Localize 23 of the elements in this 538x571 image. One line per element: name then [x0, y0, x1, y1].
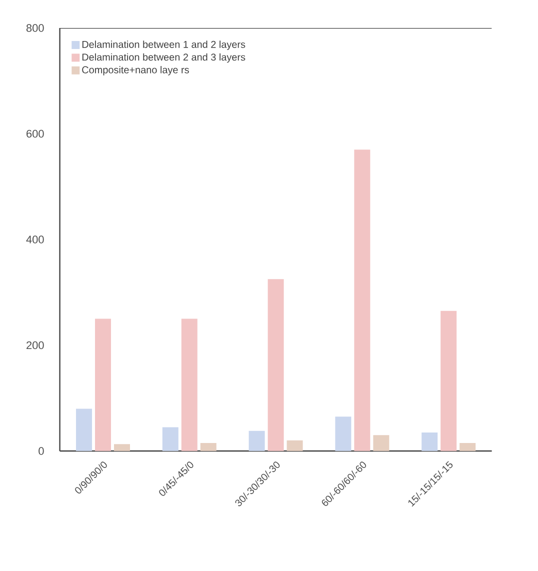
y-tick-label: 400 — [26, 236, 44, 244]
bar — [200, 443, 216, 451]
y-tick-label: 200 — [26, 341, 44, 350]
bar — [422, 432, 438, 451]
bar — [286, 440, 303, 451]
legend-label: Composite+nano laye rs — [82, 66, 189, 76]
bar — [248, 430, 265, 451]
y-tick-label: 800 — [26, 24, 44, 32]
y-tick-label: 0 — [38, 447, 44, 455]
bar — [460, 443, 476, 451]
bar — [95, 318, 111, 451]
bar — [268, 279, 284, 451]
bar — [114, 444, 130, 451]
y-tick-label: 600 — [26, 130, 44, 138]
bar — [440, 310, 457, 451]
bar — [335, 416, 352, 451]
bar — [181, 318, 198, 451]
bar — [354, 150, 370, 451]
bar — [373, 435, 390, 451]
bar — [76, 408, 92, 451]
legend-label: Delamination between 2 and 3 layers — [82, 53, 246, 63]
legend-label: Delamination between 1 and 2 layers — [82, 40, 246, 50]
bar — [162, 427, 178, 451]
